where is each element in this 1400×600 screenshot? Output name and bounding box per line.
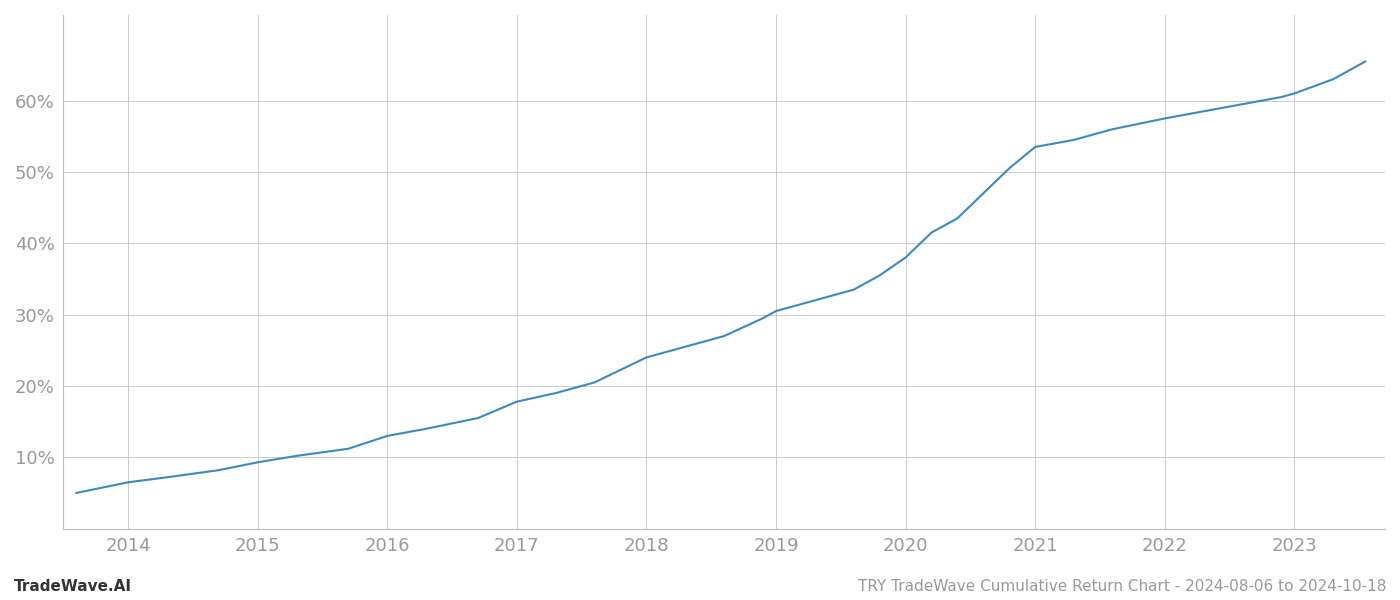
Text: TRY TradeWave Cumulative Return Chart - 2024-08-06 to 2024-10-18: TRY TradeWave Cumulative Return Chart - …	[858, 579, 1386, 594]
Text: TradeWave.AI: TradeWave.AI	[14, 579, 132, 594]
